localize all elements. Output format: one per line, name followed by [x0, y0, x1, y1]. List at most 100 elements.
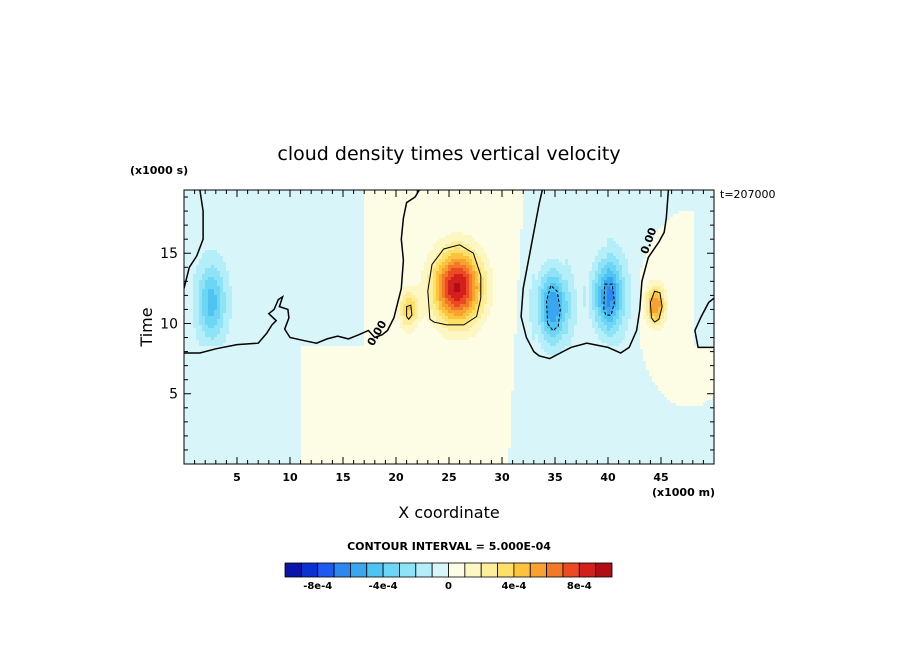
heat-cell: [679, 205, 683, 209]
heat-cell: [205, 250, 209, 254]
heat-cell: [673, 199, 677, 203]
heat-cell: [448, 247, 452, 251]
heat-cell: [409, 208, 413, 212]
heat-cell: [538, 250, 542, 254]
heat-cell: [250, 244, 254, 248]
heat-cell: [433, 208, 437, 212]
heat-cell: [253, 193, 257, 197]
heat-cell: [607, 259, 611, 263]
heat-cell: [682, 238, 686, 242]
heat-cell: [259, 214, 263, 218]
heat-cell: [688, 226, 692, 230]
heat-cell: [289, 268, 293, 272]
heat-cell: [709, 238, 713, 242]
heat-cell: [217, 235, 221, 239]
heat-cell: [640, 268, 644, 272]
heat-cell: [403, 250, 407, 254]
heat-cell: [253, 256, 257, 260]
heat-cell: [379, 241, 383, 245]
heat-cell: [217, 256, 221, 260]
heat-cell: [592, 259, 596, 263]
heat-cell: [667, 217, 671, 221]
heat-cell: [463, 259, 467, 263]
heat-cell: [619, 202, 623, 206]
heat-cell: [442, 202, 446, 206]
heat-cell: [658, 202, 662, 206]
heat-cell: [673, 229, 677, 233]
heat-cell: [553, 235, 557, 239]
heat-cell: [226, 223, 230, 227]
heat-cell: [319, 268, 323, 272]
heat-cell: [538, 241, 542, 245]
heat-cell: [601, 244, 605, 248]
heat-cell: [388, 232, 392, 236]
heat-cell: [646, 271, 650, 275]
heat-cell: [499, 259, 503, 263]
heat-cell: [703, 211, 707, 215]
heat-cell: [370, 268, 374, 272]
heat-cell: [652, 202, 656, 206]
heat-cell: [571, 226, 575, 230]
heat-cell: [502, 235, 506, 239]
heat-cell: [565, 190, 569, 194]
heat-cell: [232, 220, 236, 224]
heat-cell: [412, 199, 416, 203]
heat-cell: [424, 220, 428, 224]
heat-cell: [601, 190, 605, 194]
heat-cell: [214, 250, 218, 254]
heat-cell: [661, 271, 665, 275]
heat-cell: [517, 190, 521, 194]
heat-cell: [712, 226, 714, 230]
heat-cell: [637, 244, 641, 248]
heat-cell: [631, 220, 635, 224]
heat-cell: [274, 208, 278, 212]
heat-cell: [232, 226, 236, 230]
heat-cell: [253, 220, 257, 224]
heat-cell: [514, 247, 518, 251]
heat-cell: [565, 241, 569, 245]
heat-cell: [466, 226, 470, 230]
heat-cell: [391, 238, 395, 242]
heat-cell: [295, 238, 299, 242]
heat-cell: [454, 235, 458, 239]
heat-cell: [373, 232, 377, 236]
heat-cell: [634, 205, 638, 209]
heat-cell: [274, 253, 278, 257]
heat-cell: [436, 238, 440, 242]
heat-cell: [406, 244, 410, 248]
heat-cell: [235, 244, 239, 248]
heat-cell: [496, 217, 500, 221]
heat-cell: [484, 238, 488, 242]
heat-cell: [685, 199, 689, 203]
heat-cell: [520, 262, 524, 266]
heat-cell: [559, 268, 563, 272]
heat-cell: [598, 253, 602, 257]
heat-cell: [580, 241, 584, 245]
heat-cell: [373, 229, 377, 233]
heat-cell: [295, 217, 299, 221]
heat-cell: [349, 223, 353, 227]
heat-cell: [196, 205, 200, 209]
heat-cell: [355, 253, 359, 257]
heat-cell: [601, 226, 605, 230]
heat-cell: [190, 235, 194, 239]
heat-cell: [703, 202, 707, 206]
heat-cell: [424, 253, 428, 257]
heat-cell: [400, 268, 404, 272]
heat-cell: [667, 253, 671, 257]
heat-cell: [613, 253, 617, 257]
heat-cell: [469, 259, 473, 263]
heat-cell: [355, 196, 359, 200]
heat-cell: [571, 232, 575, 236]
y-unit-label: (x1000 s): [130, 164, 188, 177]
heat-cell: [385, 223, 389, 227]
heat-cell: [592, 223, 596, 227]
heat-cell: [382, 205, 386, 209]
heat-cell: [265, 259, 269, 263]
heat-cell: [430, 259, 434, 263]
heat-cell: [571, 217, 575, 221]
heat-cell: [586, 205, 590, 209]
heat-cell: [280, 202, 284, 206]
heat-cell: [331, 208, 335, 212]
heat-cell: [199, 253, 203, 257]
